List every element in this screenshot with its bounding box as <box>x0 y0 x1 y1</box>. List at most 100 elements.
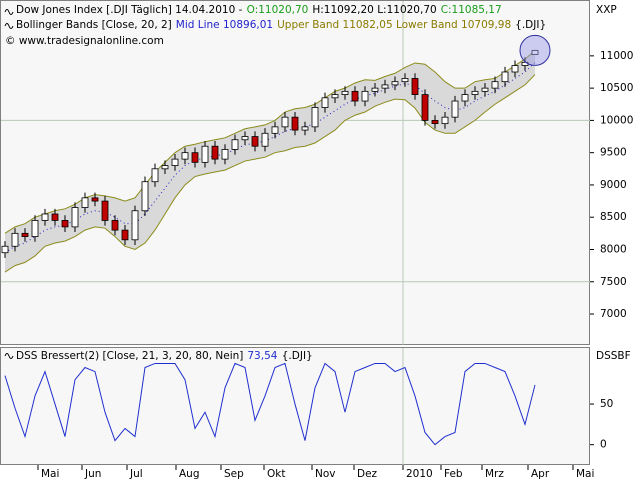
candle-body <box>181 152 189 160</box>
title: Dow Jones Index [.DJI Täglich] 14.04.201… <box>16 4 243 16</box>
candle-body <box>291 116 299 131</box>
candle-body <box>101 200 109 221</box>
dss-last: 73,54 <box>247 350 277 362</box>
dss-symbol: {.DJI} <box>282 350 313 362</box>
mid-legend: Mid Line 10896,01 <box>176 19 273 31</box>
candle-body <box>431 119 439 125</box>
indicator-icon <box>4 9 14 15</box>
dss-title: DSS Bressert(2) [Close, 21, 3, 20, 80, N… <box>16 350 243 362</box>
candle-body <box>341 90 349 95</box>
y-axis-label: XXP <box>596 4 617 16</box>
candle-body <box>401 78 409 83</box>
candle-body <box>451 100 459 118</box>
candle-body <box>501 71 509 83</box>
candle-body <box>231 139 239 150</box>
candle-body <box>151 168 159 183</box>
x-tick-label: Nov <box>315 468 336 480</box>
candle-body <box>201 145 209 163</box>
candle-body <box>41 213 49 221</box>
candle-body <box>461 94 469 102</box>
high-low-value: H:11092,20 L:11020,70 <box>312 4 436 16</box>
candle-body <box>281 116 289 128</box>
y-tick-label: 11000 <box>600 50 633 62</box>
candle-body <box>531 49 539 55</box>
candle-body <box>221 149 229 160</box>
candle-body <box>191 152 199 163</box>
candle-body <box>491 81 499 89</box>
highlight-circle <box>519 34 551 66</box>
y-tick-label: 10500 <box>600 82 633 94</box>
x-tick-label: Mrz <box>485 468 504 480</box>
x-tick-label: Aug <box>179 468 200 480</box>
candle-body <box>471 90 479 95</box>
indicator-title: Bollinger Bands [Close, 20, 2] <box>16 19 172 31</box>
candle-body <box>331 94 339 99</box>
symbol: {.DJI} <box>515 19 546 31</box>
y-tick-label: 0 <box>600 439 607 451</box>
candle-body <box>81 197 89 208</box>
candle-body <box>441 116 449 125</box>
y-tick-label: 10000 <box>600 114 633 126</box>
candle-body <box>121 229 129 241</box>
y-tick-label: 8500 <box>600 211 627 223</box>
y-axis-label: DSSBF <box>596 350 631 362</box>
candle-body <box>261 132 269 147</box>
close-value: C:11085,17 <box>441 4 502 16</box>
candle-body <box>391 81 399 86</box>
candle-body <box>371 87 379 92</box>
band-upper <box>4 50 536 234</box>
x-tick-label: 2010 <box>406 468 433 480</box>
x-tick-label: Feb <box>444 468 463 480</box>
indicator-icon <box>4 353 14 359</box>
candle-body <box>161 165 169 170</box>
band-lower <box>4 74 536 273</box>
open-value: O:11020,70 <box>247 4 309 16</box>
headers: Dow Jones Index [.DJI Täglich] 14.04.201… <box>5 4 631 362</box>
dss-panel <box>0 347 590 465</box>
candle-body <box>271 126 279 134</box>
x-tick-label: Jun <box>84 468 101 480</box>
candle-body <box>61 220 69 228</box>
candle-body <box>301 126 309 131</box>
x-tick-label: Apr <box>531 468 550 480</box>
candle-body <box>141 181 149 212</box>
dss-line <box>4 362 536 446</box>
candle-body <box>171 158 179 166</box>
main-panel <box>0 0 590 345</box>
x-tick-label: Mai <box>41 468 59 480</box>
candle-body <box>241 136 249 141</box>
candle-body <box>321 97 329 108</box>
copyright: © www.tradesignalonline.com <box>5 35 164 47</box>
indicator-icon <box>4 23 14 29</box>
candle-body <box>481 87 489 92</box>
y-tick-label: 50 <box>600 398 613 410</box>
candle-body <box>251 136 259 147</box>
candle-body <box>31 220 39 237</box>
candle-body <box>131 210 139 241</box>
candle-body <box>411 78 419 95</box>
candle-body <box>381 84 389 89</box>
x-tick-label: Sep <box>224 468 244 480</box>
candle-body <box>21 232 29 237</box>
bands-legend: Upper Band 11082,05 Lower Band 10709,98 <box>277 19 511 31</box>
x-tick-label: Jul <box>129 468 143 480</box>
candle-body <box>211 145 219 160</box>
x-tick-label: Dez <box>357 468 378 480</box>
y-tick-label: 7500 <box>600 276 627 288</box>
y-tick-label: 8000 <box>600 243 627 255</box>
candle-body <box>361 90 369 102</box>
y-tick-label: 9500 <box>600 147 627 159</box>
candle-body <box>111 220 119 231</box>
x-tick-label: Okt <box>267 468 285 480</box>
candle-body <box>51 213 59 221</box>
candle-body <box>311 107 319 128</box>
candle-body <box>71 207 79 228</box>
x-tick-label: Mai <box>576 468 594 480</box>
candle-body <box>1 245 9 254</box>
y-tick-label: 7000 <box>600 308 627 320</box>
candle-body <box>511 65 519 73</box>
y-tick-label: 9000 <box>600 179 627 191</box>
